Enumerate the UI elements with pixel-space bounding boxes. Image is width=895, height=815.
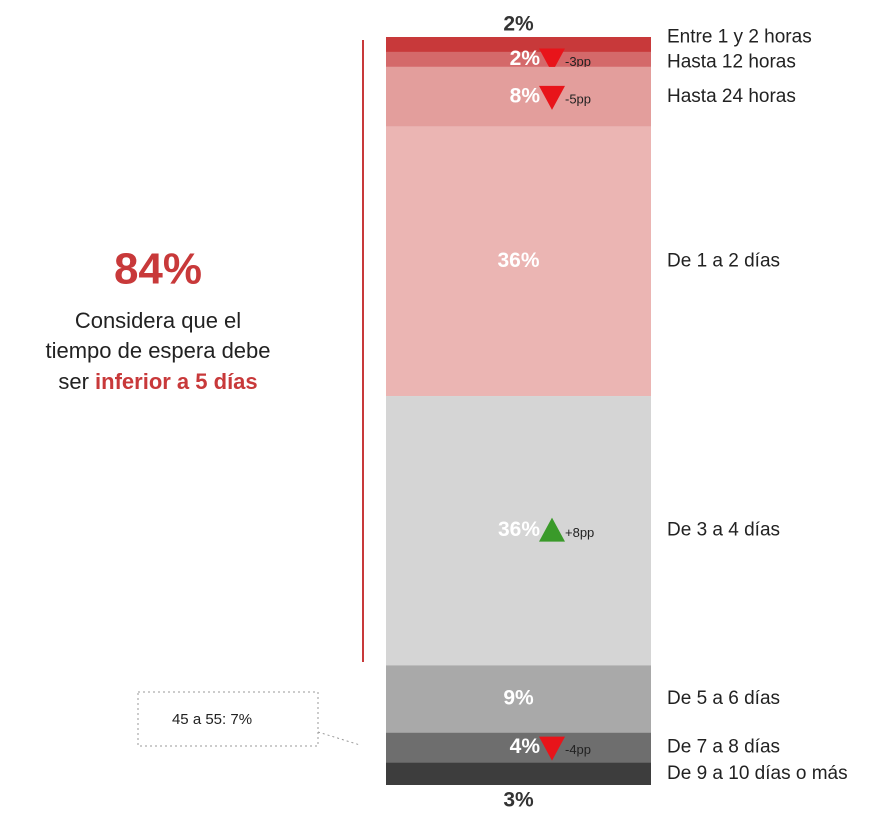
value-label: 9%: [503, 687, 534, 710]
change-label: -5pp: [565, 91, 591, 106]
bar-segment: [386, 732, 651, 763]
summary-line: tiempo de espera debe: [45, 338, 270, 363]
callout-tail: [317, 731, 361, 746]
summary-value: 84%: [114, 245, 202, 294]
category-label: De 7 a 8 días: [667, 737, 780, 758]
summary-prefix: ser: [58, 369, 89, 394]
bar-segment: [386, 126, 651, 397]
summary-line: Considera que el: [75, 308, 241, 333]
value-label: 36%: [498, 518, 540, 541]
callout-box: [137, 691, 319, 747]
summary-line: ser inferior a 5 días: [58, 369, 257, 394]
category-label: Hasta 24 horas: [667, 86, 796, 107]
category-label: De 1 a 2 días: [667, 250, 780, 271]
up-arrow: [539, 517, 565, 542]
down-arrow: [539, 85, 565, 110]
bar-segment: [386, 762, 651, 785]
value-label: 2%: [503, 13, 534, 36]
bar-segment: [386, 37, 651, 52]
bar-segment: [386, 51, 651, 67]
down-arrow: [539, 736, 565, 761]
change-label: +8pp: [565, 525, 594, 540]
category-label: De 9 a 10 días o más: [667, 763, 848, 784]
down-arrow: [539, 48, 565, 73]
value-label: 3%: [503, 789, 534, 812]
change-label: -4pp: [565, 742, 591, 757]
value-label: 36%: [497, 249, 539, 272]
value-label: 2%: [510, 47, 541, 70]
category-label: Hasta 12 horas: [667, 51, 796, 72]
callout-text: 45 a 55: 7%: [172, 711, 252, 728]
bar-segment: [386, 66, 651, 127]
bar-segment: [386, 396, 651, 666]
bar-segment: [386, 665, 651, 733]
category-label: Entre 1 y 2 horas: [667, 26, 812, 47]
category-label: De 3 a 4 días: [667, 520, 780, 541]
summary-highlight: inferior a 5 días: [95, 369, 258, 394]
value-label: 4%: [510, 735, 541, 758]
value-label: 8%: [510, 84, 541, 107]
category-label: De 5 a 6 días: [667, 688, 780, 709]
change-label: -3pp: [565, 54, 591, 69]
